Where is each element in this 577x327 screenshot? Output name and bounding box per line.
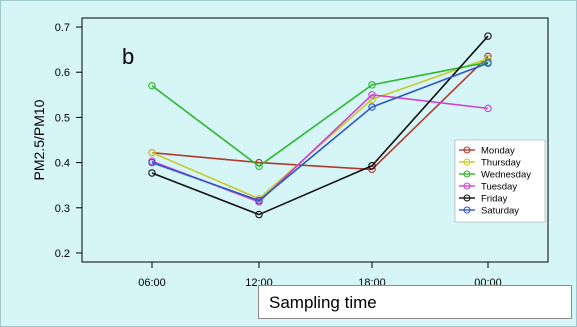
series-line (151, 55, 489, 171)
legend-marker (463, 182, 471, 190)
y-tick-label: 0.6 (55, 67, 70, 79)
data-point (255, 162, 263, 170)
x-tick-label: 06:00 (138, 277, 166, 289)
y-axis-label: PM2.5/PM10 (31, 99, 47, 180)
y-tick-label: 0.4 (55, 158, 70, 170)
panel-label: b (122, 44, 134, 69)
data-point (255, 210, 263, 219)
legend-label: Friday (481, 194, 508, 205)
legend: MondayThursdayWednesdayTuesdayFridaySatu… (454, 139, 546, 223)
legend-label: Thursday (481, 158, 521, 169)
series-line (151, 57, 489, 200)
data-point (484, 32, 492, 40)
data-point (368, 91, 376, 99)
y-tick-label: 0.3 (55, 203, 70, 215)
data-point (368, 162, 376, 170)
legend-marker (463, 146, 471, 154)
data-point (148, 169, 156, 177)
data-point (255, 196, 263, 205)
data-point (484, 59, 492, 67)
legend-marker (463, 170, 471, 178)
y-tick-label: 0.2 (55, 248, 70, 260)
data-point (148, 148, 156, 157)
legend-marker (463, 194, 471, 202)
legend-label: Monday (481, 146, 515, 157)
data-point (484, 104, 492, 113)
series-line (151, 62, 489, 202)
legend-label: Tuesday (481, 182, 517, 193)
data-point (368, 103, 376, 111)
data-point (368, 95, 376, 104)
y-tick-label: 0.5 (55, 112, 70, 124)
data-point (368, 81, 376, 89)
series-line (151, 61, 489, 168)
legend-label: Saturday (481, 206, 519, 217)
series-line (151, 93, 489, 203)
series-lines (148, 32, 492, 219)
x-axis-label: Sampling time (269, 293, 377, 312)
data-point (148, 158, 156, 167)
legend-marker (463, 158, 471, 166)
legend-marker (463, 206, 471, 214)
y-axis: 0.2 0.3 0.4 0.5 0.6 0.7 (55, 22, 82, 260)
data-point (484, 54, 492, 63)
legend-label: Wednesday (481, 170, 531, 181)
y-tick-label: 0.7 (55, 22, 70, 34)
plot-area (81, 17, 549, 263)
series-line (151, 35, 489, 216)
data-point (148, 82, 156, 90)
x-axis-label-box: Sampling time (258, 285, 572, 319)
